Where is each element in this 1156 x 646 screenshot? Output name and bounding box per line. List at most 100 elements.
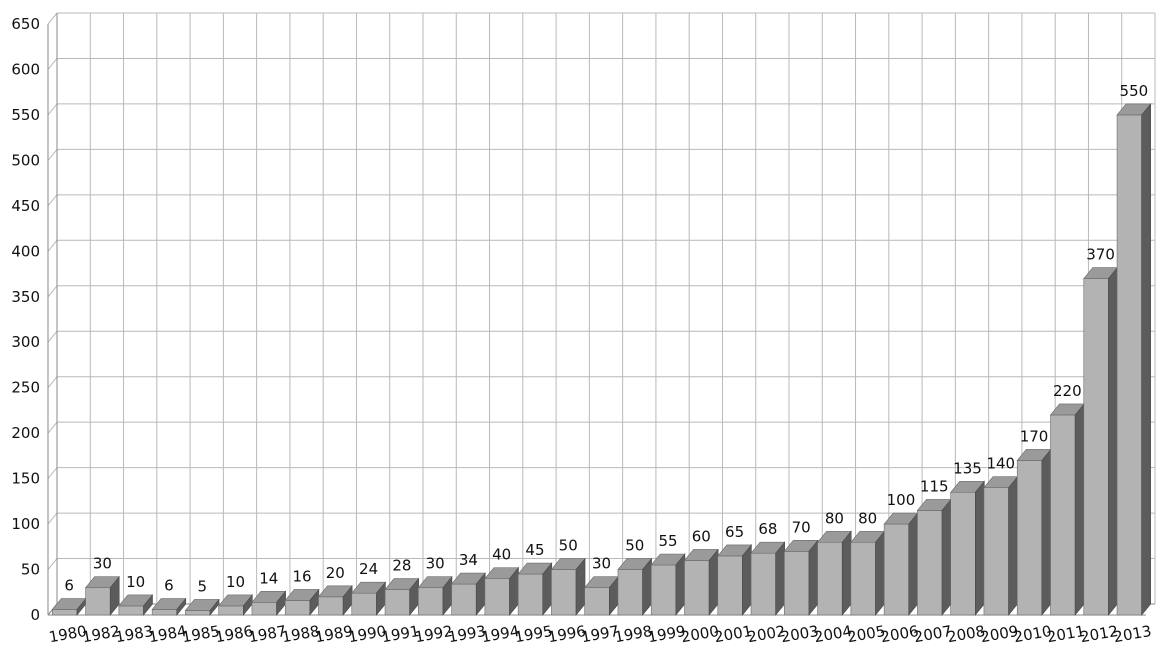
data-label: 370	[1086, 246, 1115, 264]
bar	[550, 557, 586, 616]
bar-front	[517, 573, 544, 616]
y-tick-label: 150	[11, 470, 40, 488]
y-tick-label: 300	[11, 333, 40, 351]
bar	[1116, 103, 1152, 616]
data-label: 550	[1120, 82, 1149, 100]
y-tick-label: 50	[21, 561, 40, 579]
bar-front	[850, 541, 876, 616]
x-tick-label: 2013	[1112, 622, 1153, 646]
data-label: 50	[559, 537, 578, 555]
gridline-h-depth	[47, 376, 58, 389]
bar	[783, 539, 819, 616]
bar	[1049, 403, 1085, 616]
bar	[450, 572, 486, 616]
bar-side	[675, 553, 686, 616]
data-label: 60	[692, 527, 711, 545]
bar	[284, 588, 320, 616]
bar	[51, 597, 87, 616]
y-tick-label: 550	[11, 106, 40, 124]
data-label: 220	[1053, 382, 1082, 400]
bar-front	[750, 552, 776, 616]
bar-front	[85, 587, 111, 616]
bar-front	[1050, 414, 1076, 616]
bar-side	[176, 597, 187, 616]
y-tick-label: 450	[11, 197, 40, 215]
bar-front	[451, 583, 477, 616]
bar-front	[1116, 114, 1142, 616]
y-tick-label: 250	[11, 379, 40, 397]
data-label: 28	[392, 557, 411, 575]
bar-front	[52, 609, 78, 616]
bar-front	[551, 569, 577, 616]
bar-side	[143, 594, 153, 616]
data-label: 30	[426, 555, 445, 573]
bars	[51, 103, 1152, 616]
bar	[151, 597, 187, 616]
bar-side	[941, 498, 952, 616]
gridline-h-depth	[47, 285, 58, 298]
bar	[850, 530, 886, 616]
gridline-h-depth	[47, 512, 58, 525]
bar-front	[817, 541, 843, 616]
data-label: 135	[953, 459, 982, 477]
data-label: 14	[259, 569, 278, 587]
bar-front	[684, 560, 710, 616]
data-label: 24	[359, 560, 378, 578]
bar	[584, 575, 619, 616]
bar	[417, 575, 453, 616]
data-label: 16	[292, 567, 311, 585]
bar	[351, 581, 387, 616]
gridline-h-depth	[47, 558, 58, 570]
y-tick-label: 500	[11, 151, 40, 169]
gridline-h-depth	[47, 58, 58, 70]
bar-side	[775, 541, 785, 616]
bar-side	[841, 530, 852, 616]
data-label: 70	[792, 518, 811, 536]
bar-side	[875, 530, 885, 616]
bar-side	[109, 575, 120, 616]
data-label: 45	[525, 541, 544, 559]
bar	[384, 577, 420, 616]
gridline-h-depth	[47, 194, 58, 207]
bar-front	[118, 605, 144, 616]
gridline-h-depth	[47, 330, 58, 343]
y-tick-label: 100	[11, 515, 40, 533]
bar	[317, 584, 353, 616]
bar	[983, 475, 1019, 616]
y-tick-label: 400	[11, 242, 40, 260]
data-label: 100	[887, 491, 916, 509]
gridline-h-depth	[47, 239, 58, 252]
bar-side	[808, 539, 819, 616]
bar-front	[418, 587, 444, 616]
gridline-h-depth	[47, 467, 58, 479]
data-label: 10	[126, 573, 145, 591]
bar-side	[1041, 448, 1052, 616]
bar	[118, 594, 154, 616]
bar-side	[1008, 475, 1018, 616]
bar-front	[883, 523, 910, 616]
data-label: 6	[64, 577, 74, 595]
bar-front	[1016, 460, 1043, 616]
bar-front	[318, 596, 344, 616]
y-tick-label: 0	[30, 606, 40, 624]
data-label: 65	[725, 523, 744, 541]
bar	[650, 553, 686, 616]
data-label: 6	[164, 577, 174, 595]
bar-front	[784, 551, 810, 616]
bar-side	[1074, 403, 1085, 616]
bar-front	[218, 605, 244, 616]
bar	[816, 530, 852, 616]
bar	[184, 598, 220, 616]
y-tick-label: 350	[11, 288, 40, 306]
data-label: 50	[625, 537, 644, 555]
bar	[218, 594, 253, 616]
bar-front	[584, 587, 610, 616]
bar-side	[742, 544, 752, 616]
data-label: 34	[459, 551, 478, 569]
data-label: 20	[326, 564, 345, 582]
bar-front	[917, 510, 943, 616]
bar-side	[908, 512, 919, 616]
bar-front	[950, 491, 976, 616]
bar-front	[151, 609, 178, 616]
